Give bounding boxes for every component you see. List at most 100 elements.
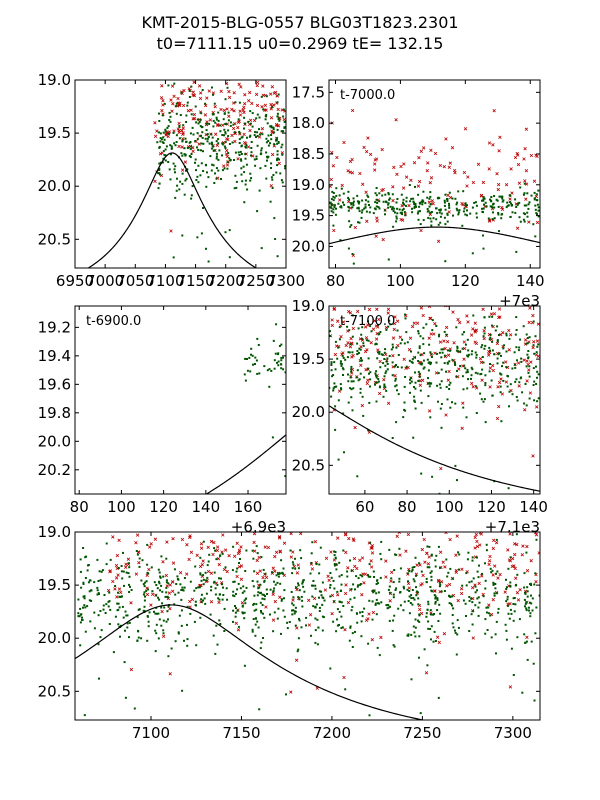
- data-point-green: [456, 369, 458, 372]
- data-point-green: [184, 179, 187, 182]
- data-point-green: [509, 556, 512, 559]
- data-point-red: [374, 157, 379, 161]
- data-point-green: [227, 119, 230, 122]
- data-point-green: [534, 204, 537, 207]
- data-point-green: [511, 393, 514, 396]
- data-point-green: [393, 645, 396, 648]
- data-point-green: [294, 624, 297, 627]
- x-tick-label: 160: [234, 498, 263, 516]
- data-point-green: [174, 196, 177, 199]
- data-point-green: [490, 636, 493, 639]
- data-point-green: [270, 369, 273, 372]
- data-point-green: [256, 337, 259, 340]
- data-point-green: [273, 217, 276, 220]
- data-point-green: [264, 595, 266, 598]
- data-point-green: [180, 589, 183, 591]
- data-point-red: [469, 333, 474, 337]
- data-point-green: [243, 373, 246, 376]
- data-point-red: [509, 167, 513, 171]
- data-point-red: [233, 554, 237, 558]
- data-point-green: [405, 365, 408, 368]
- data-point-green: [301, 599, 304, 602]
- data-point-green: [382, 200, 385, 203]
- data-point-green: [507, 487, 510, 490]
- data-point-green: [385, 604, 388, 607]
- data-point-green: [498, 230, 500, 233]
- data-point-green: [157, 612, 160, 615]
- data-point-green: [500, 373, 503, 376]
- data-point-green: [280, 359, 283, 362]
- data-point-green: [358, 200, 361, 203]
- data-point-green: [101, 569, 104, 572]
- data-point-green: [395, 384, 398, 387]
- data-point-green: [333, 564, 336, 567]
- data-point-green: [221, 552, 224, 555]
- data-point-green: [448, 202, 450, 205]
- data-point-green: [226, 598, 229, 601]
- data-point-green: [268, 385, 271, 388]
- data-point-green: [157, 596, 160, 599]
- data-point-green: [190, 113, 193, 116]
- data-point-green: [158, 618, 161, 621]
- data-point-red: [527, 368, 531, 372]
- data-point-red: [211, 552, 215, 557]
- data-point-green: [175, 102, 178, 105]
- data-point-green: [516, 359, 518, 362]
- data-point-green: [256, 144, 259, 147]
- data-point-green: [276, 150, 279, 153]
- data-point-red: [242, 49, 245, 52]
- data-point-red: [445, 286, 448, 289]
- data-point-green: [214, 593, 217, 596]
- data-point-green: [533, 197, 536, 200]
- data-point-red: [114, 524, 117, 527]
- data-point-green: [255, 136, 257, 138]
- data-point-green: [143, 605, 146, 608]
- data-point-green: [338, 338, 341, 341]
- data-point-green: [384, 364, 387, 367]
- data-point-red: [346, 566, 350, 570]
- data-point-green: [344, 358, 347, 361]
- data-point-green: [199, 573, 202, 576]
- data-point-red: [346, 600, 351, 605]
- data-point-green: [186, 605, 189, 608]
- data-point-green: [443, 199, 446, 202]
- data-point-green: [99, 579, 102, 582]
- data-point-green: [356, 194, 359, 197]
- data-point-red: [225, 148, 229, 153]
- data-point-green: [224, 123, 227, 125]
- data-point-green: [364, 199, 367, 202]
- data-point-red: [412, 161, 417, 165]
- data-point-green: [333, 206, 336, 209]
- data-point-green: [242, 585, 245, 588]
- data-point-green: [360, 620, 363, 623]
- data-point-red: [137, 561, 141, 565]
- data-point-red: [389, 529, 392, 532]
- data-point-red: [521, 544, 525, 548]
- data-point-green: [439, 208, 442, 211]
- data-point-green: [180, 91, 183, 94]
- x-tick-label: 100: [435, 498, 464, 516]
- data-point-green: [338, 610, 341, 613]
- data-point-green: [180, 624, 183, 627]
- data-point-green: [350, 368, 353, 371]
- data-point-red: [375, 219, 379, 223]
- data-point-green: [249, 179, 252, 182]
- data-point-green: [340, 615, 343, 618]
- data-point-green: [280, 367, 283, 370]
- data-point-red: [172, 94, 176, 98]
- data-point-green: [159, 140, 162, 143]
- data-point-green: [429, 211, 432, 214]
- data-point-green: [430, 224, 433, 227]
- data-point-green: [340, 387, 342, 390]
- data-point-green: [527, 371, 530, 374]
- data-point-red: [523, 408, 527, 412]
- data-point-green: [476, 570, 479, 573]
- data-point-green: [526, 342, 529, 345]
- data-point-green: [321, 603, 324, 606]
- data-point-red: [277, 535, 282, 539]
- data-point-green: [536, 376, 538, 379]
- data-point-green: [482, 595, 485, 598]
- data-point-green: [336, 608, 339, 611]
- data-point-red: [198, 564, 203, 569]
- data-point-red: [527, 220, 531, 224]
